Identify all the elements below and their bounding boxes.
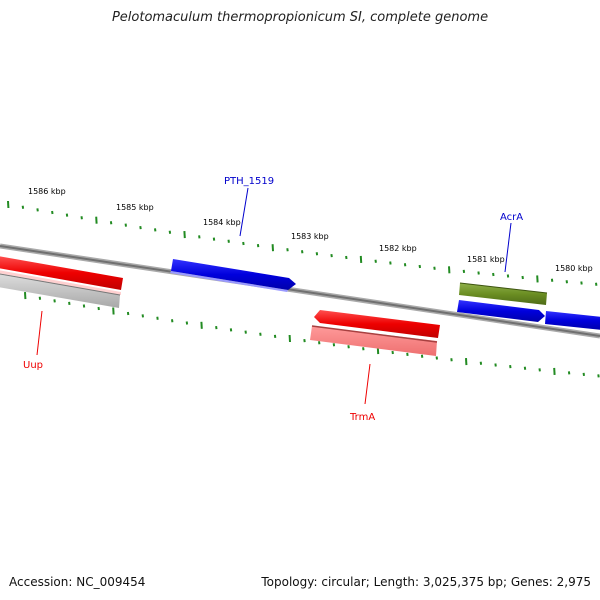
- ruler-label: 1582 kbp: [379, 244, 417, 253]
- topology-text: Topology: circular; Length: 3,025,375 bp…: [261, 575, 591, 589]
- scale-ticks: [7, 200, 600, 378]
- gene-blue-right-1[interactable]: [457, 300, 545, 322]
- uup-leader-line: [36, 310, 43, 356]
- accession-text: Accession: NC_009454: [9, 575, 146, 589]
- ruler-label: 1580 kbp: [555, 264, 593, 273]
- trma-leader-line: [364, 363, 371, 405]
- ruler-label: 1585 kbp: [116, 203, 154, 212]
- gene-uup-companion-edge: [0, 273, 121, 296]
- feature-label-trma[interactable]: TrmA: [349, 412, 375, 423]
- acra-leader-line: [504, 222, 512, 273]
- gene-uup-highlight: [0, 270, 121, 295]
- gene-uup[interactable]: [0, 256, 123, 290]
- gene-pth-1519[interactable]: [171, 259, 296, 290]
- feature-label-uup[interactable]: Uup: [23, 360, 43, 371]
- gene-trma-companion-edge: [311, 325, 438, 343]
- page-title: Pelotomaculum thermopropionicum SI, comp…: [111, 10, 489, 25]
- gene-uup-companion[interactable]: [0, 274, 120, 308]
- gene-blue-right-2[interactable]: [545, 311, 600, 330]
- ruler-label: 1584 kbp: [203, 218, 241, 227]
- ruler-label: 1583 kbp: [291, 232, 329, 241]
- gene-trma-companion[interactable]: [310, 326, 437, 356]
- gene-trma[interactable]: [314, 310, 440, 338]
- gene-pth-1519-highlight: [170, 271, 288, 292]
- ruler-label: 1586 kbp: [28, 187, 66, 196]
- pth-1519-leader-line: [239, 187, 249, 237]
- gene-acra[interactable]: [459, 283, 547, 305]
- feature-label-acra[interactable]: AcrA: [500, 212, 523, 223]
- gene-acra-edge: [459, 282, 548, 294]
- genome-backbone-core: [0, 245, 600, 337]
- feature-label-pth-1519[interactable]: PTH_1519: [224, 176, 274, 187]
- ruler-label: 1581 kbp: [467, 255, 505, 264]
